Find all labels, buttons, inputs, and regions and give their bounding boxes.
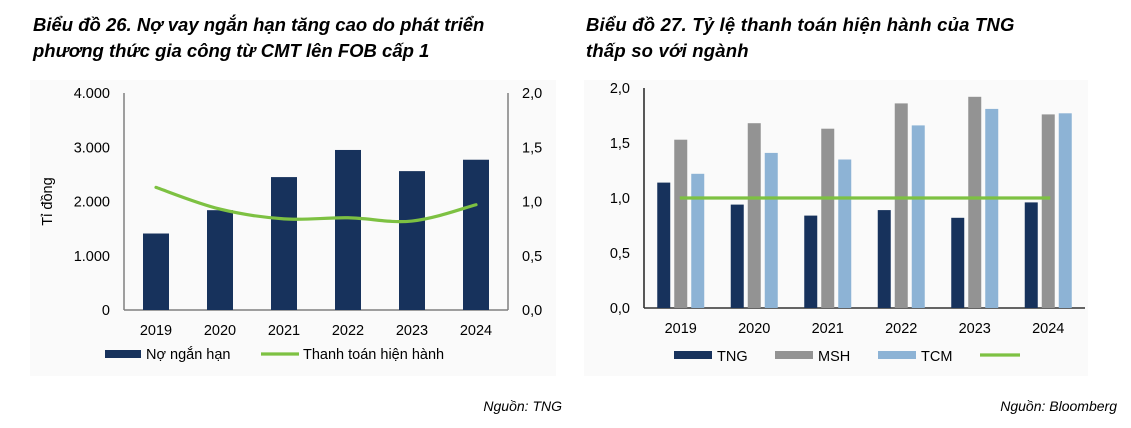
x-tick-label: 2023	[396, 323, 428, 339]
bar-msh	[674, 139, 688, 308]
legend-label-thanh-toan: Thanh toán hiện hành	[303, 347, 444, 363]
left-y-tick-label: 0	[102, 303, 110, 319]
chart-27-title-line-2: thấp so với ngành	[586, 40, 749, 61]
y-tick-label: 0,0	[610, 301, 630, 317]
x-tick-label: 2019	[665, 321, 697, 337]
bar-msh	[747, 123, 761, 308]
bar-tng	[1024, 202, 1038, 308]
bar-tcm	[691, 173, 705, 308]
bar-no-ngan-han	[207, 210, 233, 310]
x-tick-label: 2022	[885, 321, 917, 337]
bar-no-ngan-han	[463, 159, 489, 310]
bar-tng	[657, 182, 671, 308]
bar-tcm	[838, 159, 852, 308]
y-tick-label: 2,0	[610, 81, 630, 97]
x-tick-label: 2021	[268, 323, 300, 339]
right-y-tick-label: 1,5	[522, 140, 542, 156]
bar-tng	[951, 217, 965, 308]
bar-tng	[730, 204, 744, 308]
legend-label-no-ngan-han: Nợ ngắn hạn	[146, 346, 231, 363]
legend-label-tng: TNG	[717, 349, 748, 365]
left-y-tick-label: 2.000	[74, 195, 110, 211]
chart-27-title-line-1: Biểu đồ 27. Tỷ lệ thanh toán hiện hành c…	[586, 14, 1015, 35]
bar-msh	[821, 128, 835, 308]
right-y-tick-label: 1,0	[522, 195, 542, 211]
bar-tcm	[985, 108, 999, 309]
chart-27-svg: 0,0 0,5 1,0 1,5 2,0 2019 2020 2021 2022 2023 2024 T…	[610, 81, 1085, 365]
x-tick-label: 2019	[140, 323, 172, 339]
chart-27-panel: Biểu đồ 27. Tỷ lệ thanh toán hiện hành c…	[580, 0, 1131, 428]
left-y-tick-label: 3.000	[74, 140, 110, 156]
chart-26-panel: Biểu đồ 26. Nợ vay ngắn hạn tăng cao do …	[33, 12, 573, 414]
right-y-tick-label: 0,0	[522, 303, 542, 319]
x-tick-label: 2022	[332, 323, 364, 339]
legend-label-msh: MSH	[818, 349, 850, 365]
y-tick-label: 1,0	[610, 191, 630, 207]
legend-swatch-msh	[775, 351, 813, 359]
bar-tcm	[1058, 113, 1072, 308]
line-thanh-toan-hien-hanh	[154, 185, 478, 224]
x-tick-label: 2020	[204, 323, 236, 339]
bar-tng	[877, 210, 891, 308]
chart-27-source: Nguồn: Bloomberg	[1000, 398, 1117, 414]
bar-no-ngan-han	[335, 149, 361, 310]
chart-26-source: Nguồn: TNG	[483, 398, 562, 414]
right-y-tick-label: 2,0	[522, 86, 542, 102]
bar-no-ngan-han	[143, 233, 169, 310]
x-tick-label: 2024	[1032, 321, 1064, 337]
legend-swatch-tng	[674, 351, 712, 359]
left-y-tick-label: 1.000	[74, 249, 110, 265]
x-tick-label: 2023	[959, 321, 991, 337]
bar-msh	[1041, 114, 1055, 309]
bar-no-ngan-han	[271, 177, 297, 310]
bar-tcm	[911, 125, 925, 309]
chart-26-svg: 0 1.000 2.000 3.000 4.000 0,0 0,5 1,0 1,5 2,0 Tỉ đ…	[40, 86, 542, 363]
legend-swatch-tcm	[878, 351, 916, 359]
chart-26-title-line-1: Biểu đồ 26. Nợ vay ngắn hạn tăng cao do …	[33, 14, 485, 35]
bar-tng	[804, 215, 818, 308]
y-tick-label: 0,5	[610, 246, 630, 262]
left-y-tick-label: 4.000	[74, 86, 110, 102]
legend-label-tcm: TCM	[921, 349, 952, 365]
x-tick-label: 2024	[460, 323, 492, 339]
right-y-tick-label: 0,5	[522, 249, 542, 265]
bar-msh	[968, 96, 982, 308]
bar-tcm	[764, 152, 778, 308]
chart-26-title: Biểu đồ 26. Nợ vay ngắn hạn tăng cao do …	[33, 12, 573, 64]
y-axis-label: Tỉ đồng	[40, 177, 56, 225]
bar-no-ngan-han	[399, 171, 425, 310]
y-tick-label: 1,5	[610, 136, 630, 152]
legend-swatch-no-ngan-han	[105, 350, 141, 358]
x-tick-label: 2021	[812, 321, 844, 337]
x-tick-label: 2020	[738, 321, 770, 337]
chart-27-title: Biểu đồ 27. Tỷ lệ thanh toán hiện hành c…	[586, 12, 1126, 64]
chart-26-title-line-2: phương thức gia công từ CMT lên FOB cấp …	[33, 40, 430, 61]
bar-msh	[894, 103, 908, 309]
